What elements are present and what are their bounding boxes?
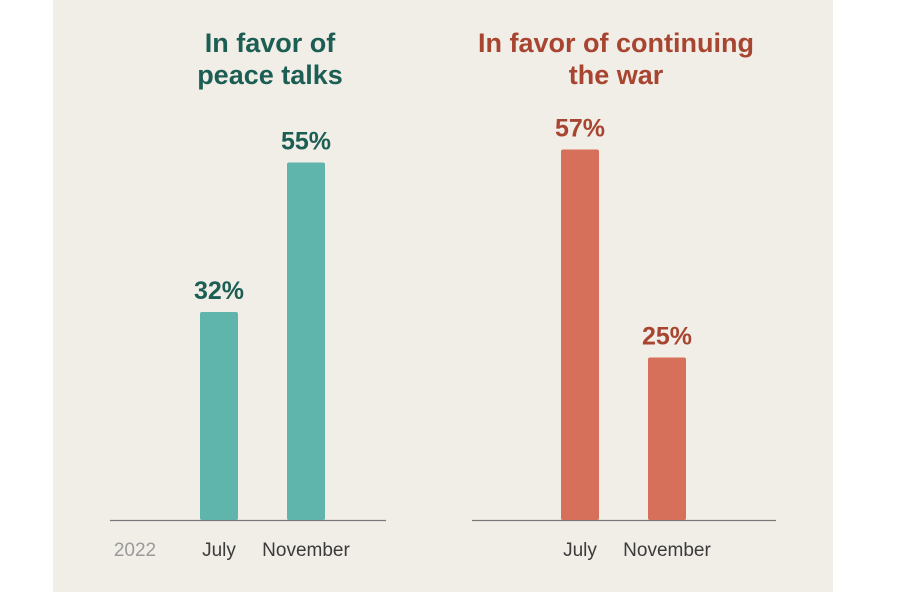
war-value-label-july: 57% xyxy=(555,115,605,143)
peace-chart-title-line-1: In favor of xyxy=(205,28,337,58)
peace-talks-chart: In favor of peace talks 2022 32% July 55% N… xyxy=(110,28,386,561)
war-tick-label-november: November xyxy=(623,540,711,561)
chart-panel xyxy=(53,0,833,592)
war-tick-label-july: July xyxy=(563,540,597,561)
peace-chart-bars: 32% July 55% November xyxy=(194,128,351,562)
peace-value-label-november: 55% xyxy=(281,128,331,156)
war-value-label-november: 25% xyxy=(642,323,692,351)
continuing-war-chart: In favor of continuing the war 57% July 25… xyxy=(472,28,776,561)
peace-chart-title-line-2: peace talks xyxy=(197,60,343,90)
peace-tick-label-july: July xyxy=(202,540,236,561)
war-chart-bars: 57% July 25% November xyxy=(555,115,712,562)
war-chart-title-line-2: the war xyxy=(569,60,664,90)
peace-chart-year-label: 2022 xyxy=(114,540,156,561)
war-chart-title-line-1: In favor of continuing xyxy=(478,28,754,58)
peace-value-label-july: 32% xyxy=(194,277,244,305)
peace-bar-july xyxy=(200,312,238,520)
war-bar-july xyxy=(561,149,599,520)
peace-bar-november xyxy=(287,162,325,520)
war-bar-november xyxy=(648,357,686,520)
peace-tick-label-november: November xyxy=(262,540,350,561)
